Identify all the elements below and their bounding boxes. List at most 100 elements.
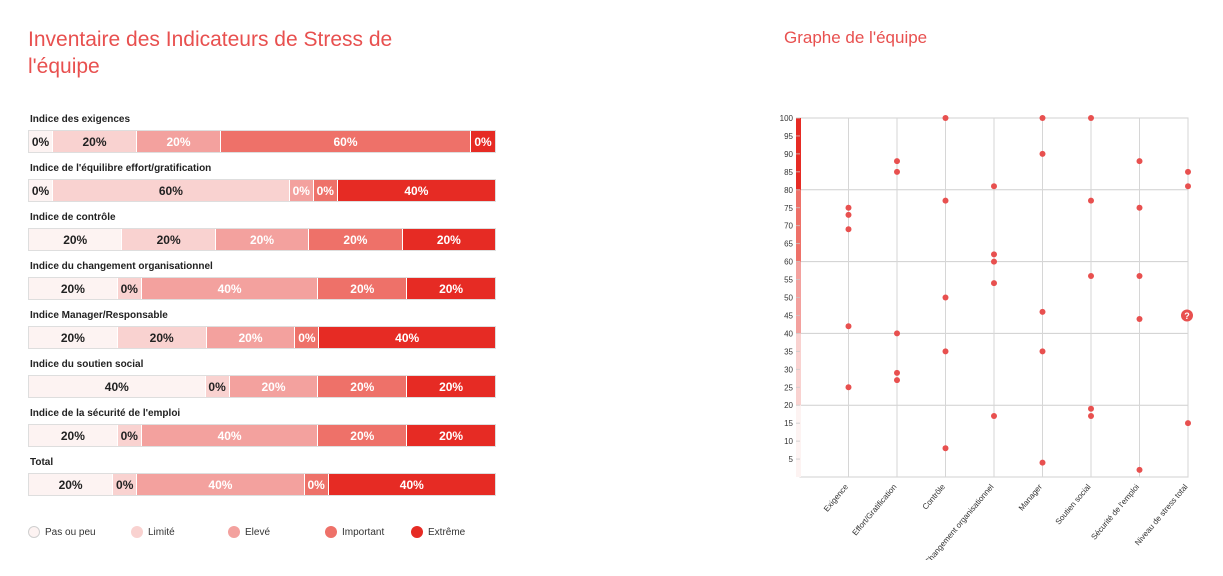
legend-label: Extrême xyxy=(428,526,466,538)
bar-segment: 20% xyxy=(407,425,495,446)
bar-segment: 20% xyxy=(229,376,319,397)
bar-segment: 20% xyxy=(318,278,408,299)
bar-segment: 20% xyxy=(29,474,114,495)
data-point xyxy=(991,258,997,265)
y-tick-label: 45 xyxy=(784,311,793,320)
data-point xyxy=(942,294,949,301)
indicator-row: Indice Manager/Responsable 20% 20% 20% 0% 40% xyxy=(28,308,498,357)
data-point xyxy=(991,183,997,190)
indicator-label: Indice du changement organisationnel xyxy=(30,261,213,272)
legend-swatch xyxy=(228,526,240,538)
y-tick-label: 80 xyxy=(784,186,793,195)
legend-swatch xyxy=(325,526,337,538)
data-point xyxy=(991,280,997,287)
data-point xyxy=(845,211,852,218)
scatter-chart: 5 10 15 20 25 30 35 40 45 50 55 60 65 70 75 80 85 90 95 100… xyxy=(780,114,1193,560)
bar-segment: 20% xyxy=(407,278,495,299)
legend-item: Limité xyxy=(131,526,228,538)
bar-segment: 0% xyxy=(29,131,53,152)
indicator-label: Indice du soutien social xyxy=(30,359,144,370)
bar-segment: 0% xyxy=(117,278,142,299)
help-badge-icon xyxy=(1181,309,1193,322)
indicator-label: Indice de l'équilibre effort/gratificati… xyxy=(30,163,212,174)
indicator-row: Indice du soutien social 40% 0% 20% 20% 20% xyxy=(28,357,498,406)
data-point xyxy=(942,115,949,121)
legend-label: Limité xyxy=(148,526,175,538)
bar-segment: 20% xyxy=(53,131,137,152)
data-point xyxy=(1136,158,1143,165)
indicator-label: Indice des exigences xyxy=(30,114,131,125)
bar-segment: 40% xyxy=(141,425,319,446)
stacked-bar: 0% 60% 0% 0% 40% xyxy=(28,179,496,202)
bar-segment: 0% xyxy=(29,180,53,201)
legend-swatch xyxy=(411,526,423,538)
data-point xyxy=(1185,420,1191,427)
y-tick-label: 85 xyxy=(784,168,793,177)
bar-segment: 40% xyxy=(137,474,305,495)
data-point xyxy=(1136,466,1143,473)
bar-segment: 20% xyxy=(318,425,408,446)
indicator-row: Indice du changement organisationnel 20% 0… xyxy=(28,259,498,308)
bar-segment: 40% xyxy=(337,180,495,201)
y-tick-label: 30 xyxy=(784,365,793,374)
legend-swatch xyxy=(28,526,40,538)
legend-swatch xyxy=(131,526,143,538)
bar-segment: 0% xyxy=(113,474,138,495)
data-point xyxy=(894,369,900,376)
data-point xyxy=(1039,348,1046,355)
bar-segment: 20% xyxy=(309,229,403,250)
x-tick-label: Sécurité de l'emploi xyxy=(1089,482,1141,541)
data-point xyxy=(845,226,852,233)
data-point xyxy=(845,204,852,211)
y-tick-label: 70 xyxy=(784,222,793,231)
bar-segment: 20% xyxy=(29,278,118,299)
data-point xyxy=(1088,412,1094,419)
bar-segment: 40% xyxy=(328,474,496,495)
data-point xyxy=(845,323,852,330)
data-point xyxy=(1088,197,1094,204)
stacked-bar: 20% 0% 40% 0% 40% xyxy=(28,473,496,496)
bar-segment: 60% xyxy=(221,131,471,152)
y-tick-label: 15 xyxy=(784,419,793,428)
x-tick-label: Niveau de stress total xyxy=(1133,482,1189,547)
data-point xyxy=(1136,316,1143,323)
help-badge-label: ? xyxy=(1184,311,1190,321)
bar-segment: 20% xyxy=(206,327,296,348)
indicator-row: Indice des exigences 0% 20% 20% 60% 0% xyxy=(28,112,498,161)
data-point xyxy=(1039,150,1046,157)
bar-segment: 20% xyxy=(29,229,123,250)
data-point xyxy=(942,197,949,204)
bar-segment: 20% xyxy=(122,229,216,250)
data-point xyxy=(894,158,900,165)
indicator-label: Indice de contrôle xyxy=(30,212,116,223)
data-point xyxy=(894,377,900,384)
bar-segment: 20% xyxy=(137,131,221,152)
data-point xyxy=(991,251,997,258)
indicator-row: Indice de l'équilibre effort/gratificati… xyxy=(28,161,498,210)
x-tick-label: Contrôle xyxy=(921,482,948,511)
stacked-bar: 20% 0% 40% 20% 20% xyxy=(28,277,496,300)
legend-item: Elevé xyxy=(228,526,325,538)
bar-segment: 20% xyxy=(117,327,207,348)
bar-segment: 40% xyxy=(29,376,206,397)
bar-segment: 0% xyxy=(304,474,329,495)
data-point xyxy=(991,412,997,419)
legend-item: Important xyxy=(325,526,411,538)
indicator-row: Indice de la sécurité de l'emploi 20% 0% 40… xyxy=(28,406,498,455)
indicator-row: Indice de contrôle 20% 20% 20% 20% 20% xyxy=(28,210,498,259)
bar-segment: 0% xyxy=(289,180,314,201)
legend-item: Pas ou peu xyxy=(28,526,131,538)
legend-label: Elevé xyxy=(245,526,271,538)
data-point xyxy=(1136,272,1143,279)
x-tick-label: Effort/Gratification xyxy=(851,483,899,538)
y-tick-label: 60 xyxy=(784,258,793,267)
data-point xyxy=(1185,183,1191,190)
data-point xyxy=(845,384,852,391)
y-tick-label: 10 xyxy=(784,437,793,446)
legend-label: Pas ou peu xyxy=(45,526,96,538)
y-tick-label: 65 xyxy=(784,240,793,249)
x-tick-label: Exigence xyxy=(822,482,850,513)
bar-segment: 40% xyxy=(319,327,495,348)
stacked-bar: 40% 0% 20% 20% 20% xyxy=(28,375,496,398)
graph-title: Graphe de l'équipe xyxy=(784,28,928,47)
